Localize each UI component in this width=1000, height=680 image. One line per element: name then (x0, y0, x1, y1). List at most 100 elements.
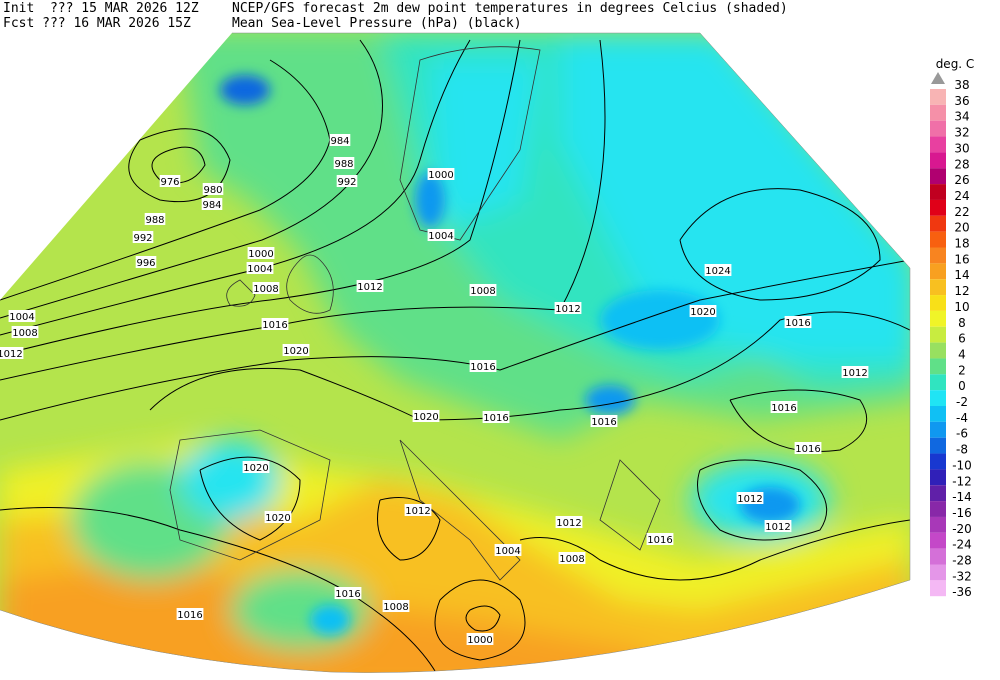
legend-label: 32 (954, 126, 969, 140)
isobar-label: 1008 (559, 554, 584, 565)
isobar-label: 1024 (705, 266, 730, 277)
isobar-label-bg (132, 231, 154, 243)
legend-swatch (930, 469, 946, 486)
isobar-label: 984 (330, 136, 349, 147)
legend-label: 30 (954, 141, 969, 155)
legend-swatch (930, 580, 946, 597)
legend-label: 2 (958, 363, 966, 377)
legend-label: 0 (958, 379, 966, 393)
isobar-label-bg (770, 401, 798, 413)
legend-swatch (930, 279, 946, 296)
isobar-label: 1000 (467, 635, 492, 646)
legend-swatch (930, 168, 946, 185)
legend-swatch (930, 453, 946, 470)
isobar-label: 1016 (335, 589, 360, 600)
legend-label: 6 (958, 332, 966, 346)
legend-label: -12 (952, 474, 972, 488)
isobar-label: 1000 (428, 170, 453, 181)
isobar-label-bg (558, 552, 586, 564)
map-title: NCEP/GFS forecast 2m dew point temperatu… (232, 1, 788, 16)
legend-label: 28 (954, 157, 969, 171)
legend-label: 22 (954, 205, 969, 219)
isobar-label-bg (252, 282, 280, 294)
isobar-label-bg (736, 492, 764, 504)
isobar-label-bg (176, 608, 204, 620)
isobar-label-bg (689, 305, 717, 317)
legend-label: 24 (954, 189, 969, 203)
isobar-label-bg (427, 229, 455, 241)
legend-arrow (931, 72, 945, 84)
legend-label: -14 (952, 490, 972, 504)
isobar-label: 1016 (470, 362, 495, 373)
legend-swatch (930, 485, 946, 502)
isobar-label: 1016 (785, 318, 810, 329)
isobar-label-bg (242, 461, 270, 473)
legend-swatch (930, 215, 946, 232)
isobar-label: 992 (133, 233, 152, 244)
isobar-label-bg (646, 533, 674, 545)
legend-swatch (930, 406, 946, 422)
legend-swatch (930, 548, 946, 565)
legend-label: 36 (954, 94, 969, 108)
legend-swatch (930, 326, 946, 343)
isobar-label: 1004 (247, 264, 272, 275)
legend-swatch (930, 516, 946, 533)
isobar-label: 1012 (765, 522, 790, 533)
legend-swatch (930, 263, 946, 280)
isobar-label-bg (8, 310, 36, 322)
isobar-label-bg (261, 318, 289, 330)
isobar-label: 1012 (405, 506, 430, 517)
legend-label: -10 (952, 458, 972, 472)
isobar-label: 980 (203, 185, 222, 196)
isobar-label-bg (704, 264, 732, 276)
isobar-label-bg (336, 175, 358, 187)
isobar-label: 1012 (556, 518, 581, 529)
isobar-label-bg (333, 157, 355, 169)
legend-label: -20 (952, 522, 972, 536)
legend-label: 20 (954, 221, 969, 235)
isobar-label-bg (764, 520, 792, 532)
isobar-label: 1020 (265, 513, 290, 524)
legend-swatch (930, 390, 946, 406)
legend-label: 10 (954, 300, 969, 314)
legend-swatch (930, 501, 946, 517)
isobar-label-bg (0, 347, 24, 359)
isobar-label: 1016 (647, 535, 672, 546)
legend-unit: deg. C (936, 57, 975, 71)
legend-label: 26 (954, 173, 969, 187)
isobar-label: 1016 (591, 417, 616, 428)
legend-swatch (930, 247, 946, 264)
legend-swatch (930, 437, 946, 454)
isobar-label: 1012 (0, 349, 23, 360)
isobar-label-bg (784, 316, 812, 328)
legend-swatch (930, 564, 946, 581)
legend-label: -8 (956, 443, 968, 457)
isobar-label-bg (201, 198, 223, 210)
isobar-label-bg (404, 504, 432, 516)
isobar-label: 1020 (413, 412, 438, 423)
isobar-label: 996 (136, 258, 155, 269)
legend-label: -16 (952, 506, 972, 520)
isobar-label-bg (554, 302, 582, 314)
isobar-label-bg (794, 442, 822, 454)
isobar-label: 1012 (357, 282, 382, 293)
isobar-label: 988 (145, 215, 164, 226)
legend-swatch (930, 104, 946, 121)
isobar-label: 1008 (253, 284, 278, 295)
legend-swatch (930, 295, 946, 311)
isobar-label: 1016 (795, 444, 820, 455)
legend-swatch (930, 136, 946, 153)
isobar-label: 1016 (771, 403, 796, 414)
isobar-label-bg (144, 213, 166, 225)
isobar-label-bg (202, 183, 224, 195)
isobar-label: 1012 (842, 368, 867, 379)
isobar-label: 1012 (737, 494, 762, 505)
isobar-label-bg (334, 587, 362, 599)
legend-label: -2 (956, 395, 968, 409)
legend-label: 16 (954, 252, 969, 266)
isobar-label-bg (329, 134, 351, 146)
isobar-label: 1020 (283, 346, 308, 357)
legend-label: 8 (958, 316, 966, 330)
isobar-label-bg (382, 600, 410, 612)
